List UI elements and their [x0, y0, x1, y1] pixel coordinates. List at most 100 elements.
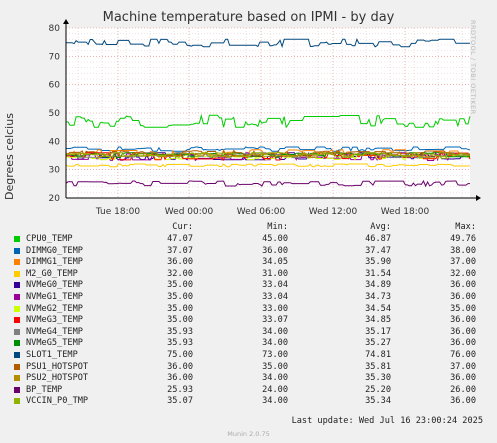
legend-min-value: 34.00 [262, 373, 288, 384]
legend-min-value: 34.00 [262, 326, 288, 337]
legend-swatch [14, 247, 20, 254]
legend-row: NVMeG4_TEMP 35.93 34.00 35.17 36.00 [0, 327, 497, 339]
legend-min-value: 73.00 [262, 350, 288, 360]
legend-row: NVMeG0_TEMP 35.00 33.04 34.89 36.00 [0, 280, 497, 292]
legend-series-name: NVMeG5_TEMP [26, 338, 83, 349]
legend-cur-value: 36.00 [167, 361, 193, 372]
legend-series-name: DIMMG0_TEMP [26, 245, 83, 256]
x-tick-label: Wed 00:00 [165, 207, 214, 217]
legend-swatch [14, 294, 20, 300]
legend-min-value: 36.00 [262, 245, 288, 256]
legend-swatch [14, 259, 20, 266]
legend-avg-value: 34.89 [365, 280, 391, 291]
munin-version: Munin 2.0.75 [227, 430, 270, 438]
legend-min-value: 34.00 [262, 396, 288, 407]
x-tick-label: Wed 12:00 [309, 207, 358, 217]
legend-max-value: 36.00 [450, 396, 476, 407]
legend-row: BP_TEMP 25.93 24.00 25.20 26.00 [0, 385, 497, 397]
legend-max-value: 35.00 [450, 303, 476, 314]
legend-max-value: 36.00 [450, 292, 476, 302]
legend-swatch [14, 305, 20, 312]
legend-series-name: PSU1_HOTSPOT [26, 361, 89, 372]
legend-row: PSU2_HOTSPOT 36.00 34.00 35.30 36.00 [0, 373, 497, 385]
legend-row: SLOT1_TEMP 75.00 73.00 74.81 76.00 [0, 350, 497, 362]
series-line-psu1-hotspot [66, 149, 470, 157]
legend-row: VCCIN_P0_TMP 35.07 34.00 35.34 36.00 [0, 396, 497, 408]
legend-max-value: 38.00 [450, 245, 476, 256]
legend-series-name: BP_TEMP [26, 384, 63, 395]
y-tick-label: 40 [49, 137, 61, 147]
legend-min-value: 45.00 [262, 234, 288, 244]
legend-swatch [14, 340, 20, 347]
legend-cur-value: 25.93 [167, 384, 193, 395]
legend-row: PSU1_HOTSPOT 36.00 35.00 35.81 37.00 [0, 362, 497, 374]
header-cur: Cur: [172, 222, 193, 232]
x-axis-arrow [476, 195, 481, 201]
legend-min-value: 34.05 [262, 257, 288, 268]
y-tick-label: 30 [49, 166, 61, 176]
legend-max-value: 76.00 [450, 350, 476, 360]
header-avg: Avg: [370, 222, 391, 232]
legend-avg-value: 35.30 [365, 373, 391, 384]
legend-series-name: NVMeG2_TEMP [26, 303, 83, 314]
legend-max-value: 36.00 [450, 315, 476, 326]
legend-avg-value: 35.81 [365, 361, 391, 372]
header-min: Min: [267, 222, 288, 232]
legend-min-value: 34.00 [262, 338, 288, 349]
series-line-bp-temp [65, 179, 470, 188]
legend-row: CPU0_TEMP 47.07 45.00 46.87 49.76 [0, 234, 497, 246]
x-tick-label: Wed 18:00 [381, 207, 430, 217]
legend-max-value: 49.76 [450, 234, 476, 244]
legend-cur-value: 37.07 [167, 245, 193, 256]
legend-swatch [14, 352, 20, 358]
legend-cur-value: 47.07 [167, 234, 193, 244]
legend-series-name: DIMMG1_TEMP [26, 257, 83, 268]
legend-max-value: 37.00 [450, 361, 476, 372]
series-line-psu2-hotspot [66, 152, 470, 159]
legend-series-name: PSU2_HOTSPOT [26, 373, 89, 384]
legend-max-value: 36.00 [450, 338, 476, 349]
legend-series-name: CPU0_TEMP [26, 234, 73, 244]
legend-min-value: 24.00 [262, 384, 288, 395]
legend-max-value: 32.00 [450, 268, 476, 279]
chart-plot: Tue 18:00 Wed 00:00 Wed 06:00 Wed 12:00 Wed … [49, 19, 481, 217]
legend-min-value: 35.00 [262, 361, 288, 372]
series-line-dimmg0-temp [66, 146, 471, 152]
y-tick-label: 70 [49, 52, 61, 62]
legend-series-name: NVMeG0_TEMP [26, 280, 83, 291]
legend-row: NVMeG2_TEMP 35.00 33.00 34.54 35.00 [0, 304, 497, 316]
legend-cur-value: 36.00 [167, 257, 193, 268]
legend-min-value: 33.07 [262, 315, 288, 326]
series-line-slot1-temp [66, 37, 470, 49]
legend-cur-value: 36.00 [167, 373, 193, 384]
legend-row: NVMeG3_TEMP 35.00 33.07 34.85 36.00 [0, 315, 497, 327]
legend-swatch [14, 386, 20, 393]
y-tick-label: 60 [49, 81, 61, 91]
legend-series-name: SLOT1_TEMP [26, 350, 78, 360]
legend-avg-value: 37.47 [365, 245, 391, 256]
y-tick-label: 50 [49, 109, 61, 119]
legend-cur-value: 35.93 [167, 326, 193, 337]
legend-avg-value: 35.90 [365, 257, 391, 268]
chart-title: Machine temperature based on IPMI - by d… [102, 10, 395, 25]
legend-max-value: 36.00 [450, 280, 476, 291]
legend-swatch [14, 282, 20, 289]
legend-series-name: M2_G0_TEMP [26, 268, 78, 279]
legend-avg-value: 35.27 [365, 338, 391, 349]
x-tick-label: Wed 06:00 [237, 207, 286, 217]
legend-cur-value: 35.00 [167, 303, 193, 314]
legend-swatch [14, 398, 20, 405]
legend-avg-value: 74.81 [365, 350, 391, 360]
legend-max-value: 36.00 [450, 326, 476, 337]
legend-avg-value: 35.17 [365, 326, 391, 337]
series-line-nvmeg1-temp [65, 150, 470, 162]
legend-series-name: NVMeG1_TEMP [26, 292, 83, 302]
legend-swatch [14, 270, 20, 277]
legend-avg-value: 46.87 [365, 234, 391, 244]
x-tick-label: Tue 18:00 [95, 207, 140, 217]
legend-avg-value: 35.34 [365, 396, 391, 407]
legend-avg-value: 34.73 [365, 292, 391, 302]
legend-min-value: 33.04 [262, 280, 288, 291]
legend-row: NVMeG5_TEMP 35.93 34.00 35.27 36.00 [0, 338, 497, 350]
legend-swatch [14, 236, 20, 242]
